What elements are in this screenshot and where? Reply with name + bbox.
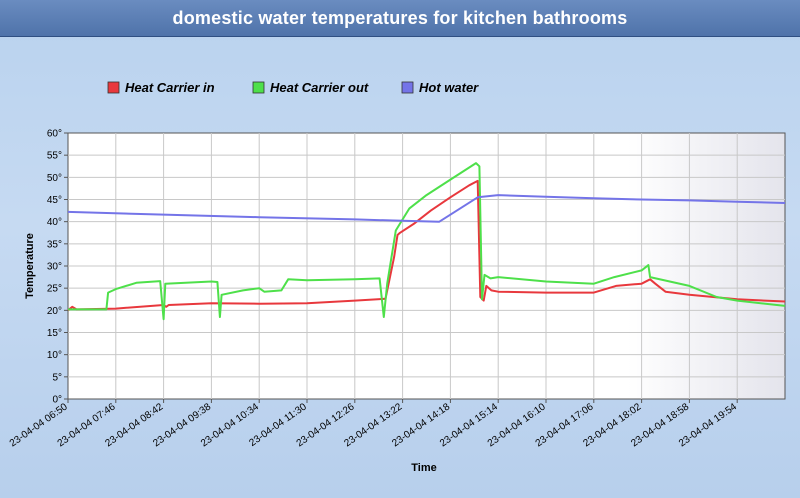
y-axis: 0° 5° 10° 15° 20° 25° 30° 35° 40° 45° 50° 55° 60° — [47, 129, 68, 406]
y-tick-label: 45° — [47, 195, 62, 206]
series-line-heat-carrier-out — [68, 162, 786, 321]
y-tick-label: 60° — [47, 129, 62, 140]
y-tick-label: 40° — [47, 217, 62, 228]
series-line-hot-water — [67, 194, 786, 223]
y-tick-label: 25° — [47, 284, 62, 295]
legend-label-heat-carrier-out: Heat Carrier out — [270, 80, 369, 95]
y-tick-label: 55° — [47, 151, 62, 162]
legend: Heat Carrier in Heat Carrier out Hot water — [107, 80, 479, 95]
y-axis-title: Temperature — [24, 233, 36, 299]
y-tick-label: 15° — [47, 328, 62, 339]
title-bar: domestic water temperatures for kitchen … — [0, 0, 800, 37]
legend-swatch-hot-water — [401, 81, 414, 94]
y-tick-label: 0° — [52, 395, 62, 406]
y-tick-label: 10° — [47, 350, 62, 361]
grid-lines — [68, 133, 785, 399]
x-axis-title: Time — [411, 462, 436, 474]
y-tick-label: 5° — [52, 372, 62, 383]
chart-title: domestic water temperatures for kitchen … — [172, 7, 628, 28]
legend-label-hot-water: Hot water — [419, 80, 479, 95]
legend-label-heat-carrier-in: Heat Carrier in — [125, 80, 215, 95]
series-lines — [67, 162, 786, 321]
legend-swatch-heat-carrier-out — [252, 81, 265, 94]
y-tick-label: 20° — [47, 306, 62, 317]
y-tick-label: 35° — [47, 239, 62, 250]
legend-swatch-heat-carrier-in — [107, 81, 120, 94]
y-tick-label: 50° — [47, 173, 62, 184]
series-line-heat-carrier-in — [67, 179, 786, 312]
y-tick-label: 30° — [47, 262, 62, 273]
